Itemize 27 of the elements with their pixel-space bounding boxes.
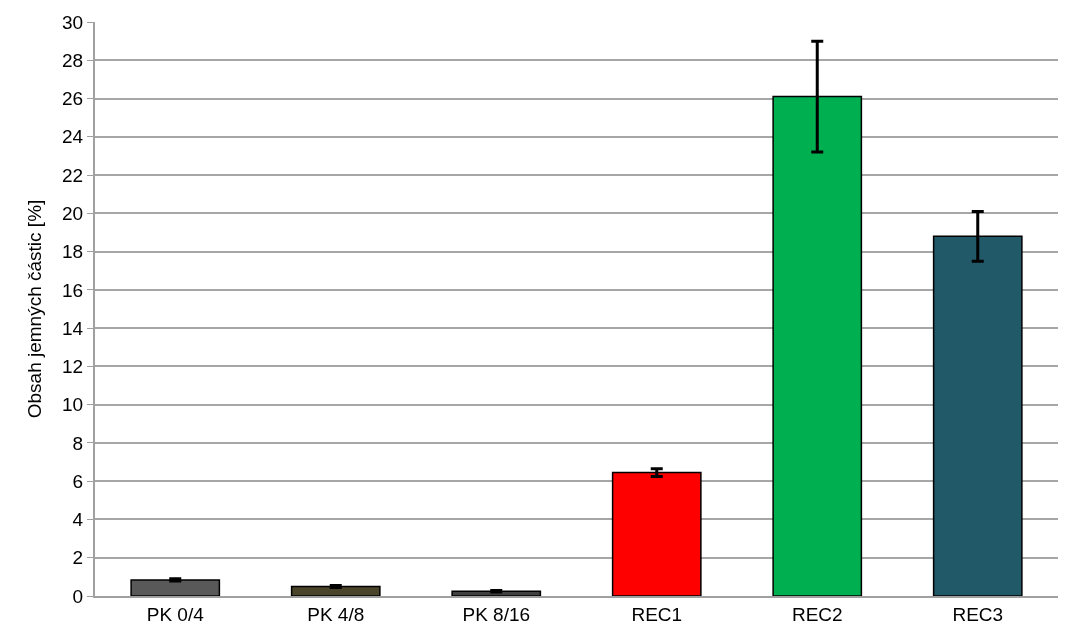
y-tick-label: 18 [62, 241, 84, 263]
x-tick-label: PK 8/16 [462, 603, 531, 625]
y-tick-label: 10 [62, 394, 84, 416]
y-tick-label: 2 [72, 547, 84, 569]
bar [130, 579, 221, 596]
y-tick-label: 4 [72, 509, 84, 531]
x-tick-label: REC1 [631, 603, 683, 625]
bar [290, 585, 381, 596]
y-axis-title: Obsah jemných částic [%] [24, 199, 46, 419]
y-tick-label: 26 [62, 88, 84, 110]
bar [451, 590, 542, 596]
y-tick-label: 24 [62, 126, 84, 148]
x-tick-label: PK 0/4 [146, 603, 205, 625]
y-tick-label: 12 [62, 356, 84, 378]
y-tick-label: 28 [62, 49, 84, 71]
y-tick-label: 6 [72, 470, 84, 492]
y-tick-label: 16 [62, 279, 84, 301]
x-tick-label: REC2 [791, 603, 843, 625]
x-tick-label: PK 4/8 [307, 603, 365, 625]
x-tick-label: REC3 [952, 603, 1004, 625]
y-tick-label: 22 [62, 164, 84, 186]
y-tick-label: 0 [72, 585, 84, 607]
y-tick-label: 30 [62, 11, 84, 33]
y-tick-label: 8 [72, 432, 84, 454]
y-tick-label: 20 [62, 202, 84, 224]
y-tick-label: 14 [62, 317, 84, 339]
bar [611, 471, 702, 596]
